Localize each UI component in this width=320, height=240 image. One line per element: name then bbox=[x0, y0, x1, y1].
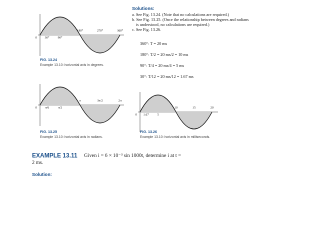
equation: 30°: T/12 = 20 ms/12 = 1.67 ms bbox=[140, 74, 194, 79]
equation: 90°: T/4 = 20 ms/4 = 5 ms bbox=[140, 63, 184, 68]
solutions-heading: Solutions: bbox=[132, 6, 155, 11]
axis-label: 90° bbox=[58, 36, 63, 40]
axis-label: 20 bbox=[210, 106, 214, 110]
figure-radians: 0 π/6 π/2 π 3π/2 2π FIG. 13.25 Example 1… bbox=[35, 84, 124, 139]
example-text: 2 ms. bbox=[32, 160, 43, 166]
axis-label: 10 bbox=[174, 106, 178, 110]
axis-label: 0 bbox=[35, 106, 37, 110]
figure-caption: Example 13.10: horizontal axis in radian… bbox=[40, 135, 103, 139]
sine-wave bbox=[39, 86, 121, 124]
axis-label: 360° bbox=[117, 29, 124, 33]
axis-label: 0 bbox=[35, 36, 37, 40]
axis-label: 270° bbox=[97, 29, 104, 33]
figure-milliseconds: 0 1.67 5 10 15 20 FIG. 13.26 Example 13.… bbox=[135, 92, 218, 139]
axis-label: 5 bbox=[157, 113, 159, 117]
axis-label: 1.67 bbox=[143, 113, 149, 117]
solution-item: b. See Fig. 13.25. (Once the relationshi… bbox=[132, 17, 249, 22]
sine-wave bbox=[139, 94, 213, 130]
equation: 180°: T/2 = 20 ms/2 = 10 ms bbox=[140, 52, 189, 57]
axis-label: π/6 bbox=[45, 106, 49, 110]
sine-wave bbox=[39, 16, 121, 54]
figure-number: FIG. 13.24 bbox=[40, 58, 57, 62]
axis-label: 15 bbox=[192, 106, 196, 110]
page: 0 30° 90° 180° 270° 360° FIG. 13.24 Exam… bbox=[32, 6, 250, 178]
axis-label: 30° bbox=[45, 36, 50, 40]
solution-item: c. See Fig. 13.26. bbox=[132, 27, 161, 32]
example-label: EXAMPLE 13.11 bbox=[32, 154, 78, 160]
figure-number: FIG. 13.25 bbox=[40, 130, 57, 134]
axis-label: 2π bbox=[118, 99, 122, 103]
axis-label: π bbox=[79, 99, 81, 103]
axis-label: 3π/2 bbox=[97, 99, 103, 103]
example: EXAMPLE 13.11 Given i = 6 × 10⁻³ sin 100… bbox=[32, 153, 181, 177]
figure-caption: Example 13.10: horizontal axis in degree… bbox=[40, 63, 104, 67]
figure-number: FIG. 13.26 bbox=[140, 130, 157, 134]
axis-label: 0 bbox=[135, 113, 137, 117]
figure-caption: Example 13.10: horizontal axis in millis… bbox=[140, 135, 210, 139]
solution-heading: Solution: bbox=[32, 172, 52, 177]
solution-item: a. See Fig. 13.24. (Note that no calcula… bbox=[132, 12, 230, 17]
axis-label: 180° bbox=[77, 29, 84, 33]
axis-label: π/2 bbox=[58, 106, 62, 110]
solution-item: is understood, no calculations are requi… bbox=[136, 22, 210, 28]
figure-degrees: 0 30° 90° 180° 270° 360° FIG. 13.24 Exam… bbox=[35, 14, 124, 67]
example-text: Given i = 6 × 10⁻³ sin 1000t, determine … bbox=[84, 153, 181, 159]
solutions: Solutions: a. See Fig. 13.24. (Note that… bbox=[132, 6, 249, 79]
equation: 360°: T = 20 ms bbox=[140, 41, 168, 46]
